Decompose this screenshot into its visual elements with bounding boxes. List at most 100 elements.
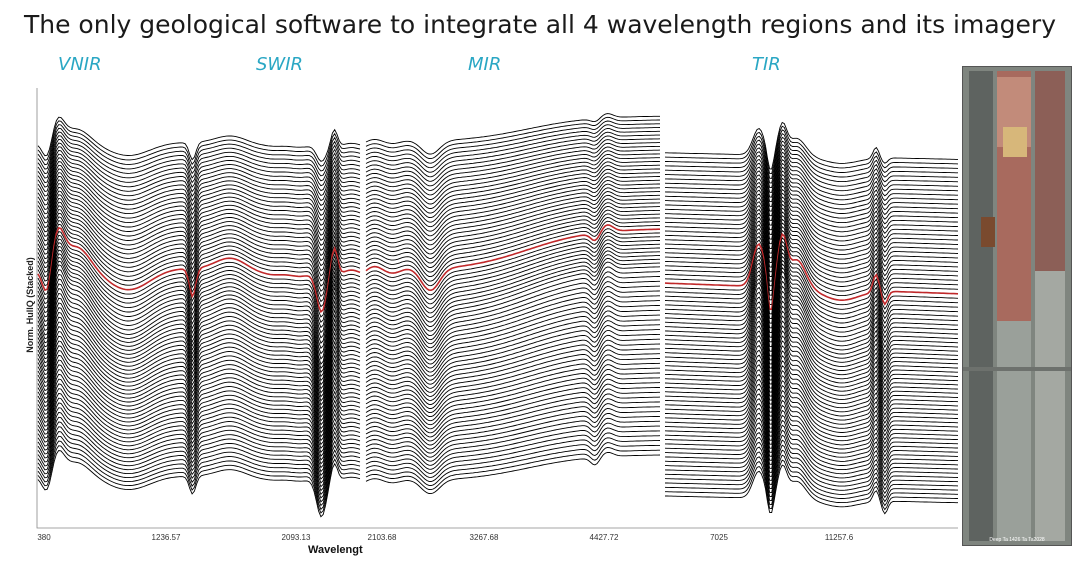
spectrum-line xyxy=(365,165,660,219)
spectrum-line xyxy=(365,427,660,474)
spectrum-line xyxy=(365,142,660,191)
spectrum-line xyxy=(37,349,361,438)
spectrum-line xyxy=(365,339,661,401)
spectrum-line xyxy=(37,186,361,257)
spectrum-line xyxy=(664,275,959,361)
spectrum-line xyxy=(664,155,958,212)
spectrum-line xyxy=(37,354,361,442)
spectrum-line xyxy=(664,424,959,482)
spectrum-line xyxy=(665,129,959,179)
spectrum-line xyxy=(37,131,361,182)
spectrum-line xyxy=(365,290,660,361)
spectrum-line xyxy=(37,388,361,469)
spectrum-line xyxy=(365,239,661,309)
spectrum-line xyxy=(664,295,959,377)
spectrum-line xyxy=(365,354,660,414)
spectrum-line xyxy=(665,360,958,429)
spectrum-line xyxy=(37,175,361,242)
spectrum-line xyxy=(365,235,660,305)
spectrum-line xyxy=(365,412,661,462)
spectrum-line xyxy=(664,147,959,203)
spectrum-line xyxy=(664,263,959,348)
spectrum-line xyxy=(665,244,959,324)
spectrum-line xyxy=(365,135,661,182)
spectrum-line xyxy=(365,176,661,232)
region-label-tir: TIR xyxy=(752,54,781,75)
spectrum-line xyxy=(365,172,660,228)
spectrum-line xyxy=(365,198,661,259)
spectrum-line xyxy=(37,260,361,360)
spectrum-line xyxy=(365,168,661,223)
spectrum-line xyxy=(664,166,959,226)
spectrum-line xyxy=(665,136,958,189)
spectrum-line xyxy=(365,194,660,255)
spectrum-line xyxy=(365,187,661,246)
spectrum-line xyxy=(37,431,361,503)
spectrum-line xyxy=(365,349,660,409)
spectrum-line xyxy=(664,222,958,296)
spectrum-line xyxy=(665,185,958,249)
spectrum-line xyxy=(664,159,959,217)
spectrum-line xyxy=(365,329,660,393)
spectrum-line xyxy=(664,125,959,175)
spectrum-line xyxy=(37,212,361,292)
x-tick-label: 3267.68 xyxy=(469,533,499,542)
spectrum-line xyxy=(37,164,361,226)
spectrum-line xyxy=(365,217,661,282)
spectrum-line xyxy=(37,190,361,262)
spectrum-line xyxy=(365,300,661,369)
spectrum-line xyxy=(664,365,958,433)
spectrum-line xyxy=(365,254,660,327)
spectrum-line xyxy=(37,249,361,344)
spectrum-line xyxy=(664,350,958,421)
spectrum-line xyxy=(365,305,660,373)
spectrum-line xyxy=(37,340,361,430)
spectrum-line xyxy=(664,330,959,405)
spectrum-line xyxy=(365,388,660,442)
spectrum-line xyxy=(665,251,959,334)
spectrum-line xyxy=(365,325,660,389)
spectrum-line xyxy=(365,447,660,491)
spectrum-line xyxy=(665,464,958,515)
spectrum-line xyxy=(664,434,959,491)
x-tick-label: 2103.68 xyxy=(367,533,397,542)
spectrum-line xyxy=(365,344,660,405)
spectrum-line xyxy=(365,243,660,314)
spectrum-line xyxy=(365,228,661,296)
spectrum-line xyxy=(37,194,361,267)
spectrum-line xyxy=(365,432,661,478)
spectrum-line xyxy=(664,290,959,373)
spectrum-line xyxy=(365,202,660,264)
spectrum-line xyxy=(664,270,959,357)
spectrum-line xyxy=(664,192,959,259)
x-tick-label: 380 xyxy=(37,533,51,542)
spectrum-line xyxy=(365,417,661,466)
spectrum-line xyxy=(664,389,959,453)
spectrum-line xyxy=(664,225,959,301)
spectrum-line xyxy=(37,269,361,370)
spectrum-line xyxy=(365,320,661,385)
spectrum-line xyxy=(365,146,661,196)
spectrum-highlight-line xyxy=(365,224,660,292)
spectrum-line xyxy=(37,316,361,410)
region-label-mir: MIR xyxy=(468,54,502,75)
spectrum-line xyxy=(37,292,361,390)
spectrum-line xyxy=(37,116,361,162)
spectrum-line xyxy=(664,229,959,306)
spectrum-line xyxy=(37,138,361,192)
spectrum-line xyxy=(37,359,361,446)
spectrum-line xyxy=(365,257,660,332)
spectrum-line xyxy=(37,168,361,231)
spectrum-line xyxy=(664,454,958,507)
region-label-swir: SWIR xyxy=(256,54,304,75)
spectrum-line xyxy=(665,459,958,511)
spectrum-line xyxy=(365,364,660,422)
spectrum-line xyxy=(37,373,361,457)
spectrum-line xyxy=(365,124,661,169)
spectrum-line xyxy=(664,379,959,445)
spectrum-line xyxy=(37,307,361,402)
spectrum-line xyxy=(365,359,661,418)
spectrum-line xyxy=(665,414,958,474)
spectrum-line xyxy=(664,214,959,287)
